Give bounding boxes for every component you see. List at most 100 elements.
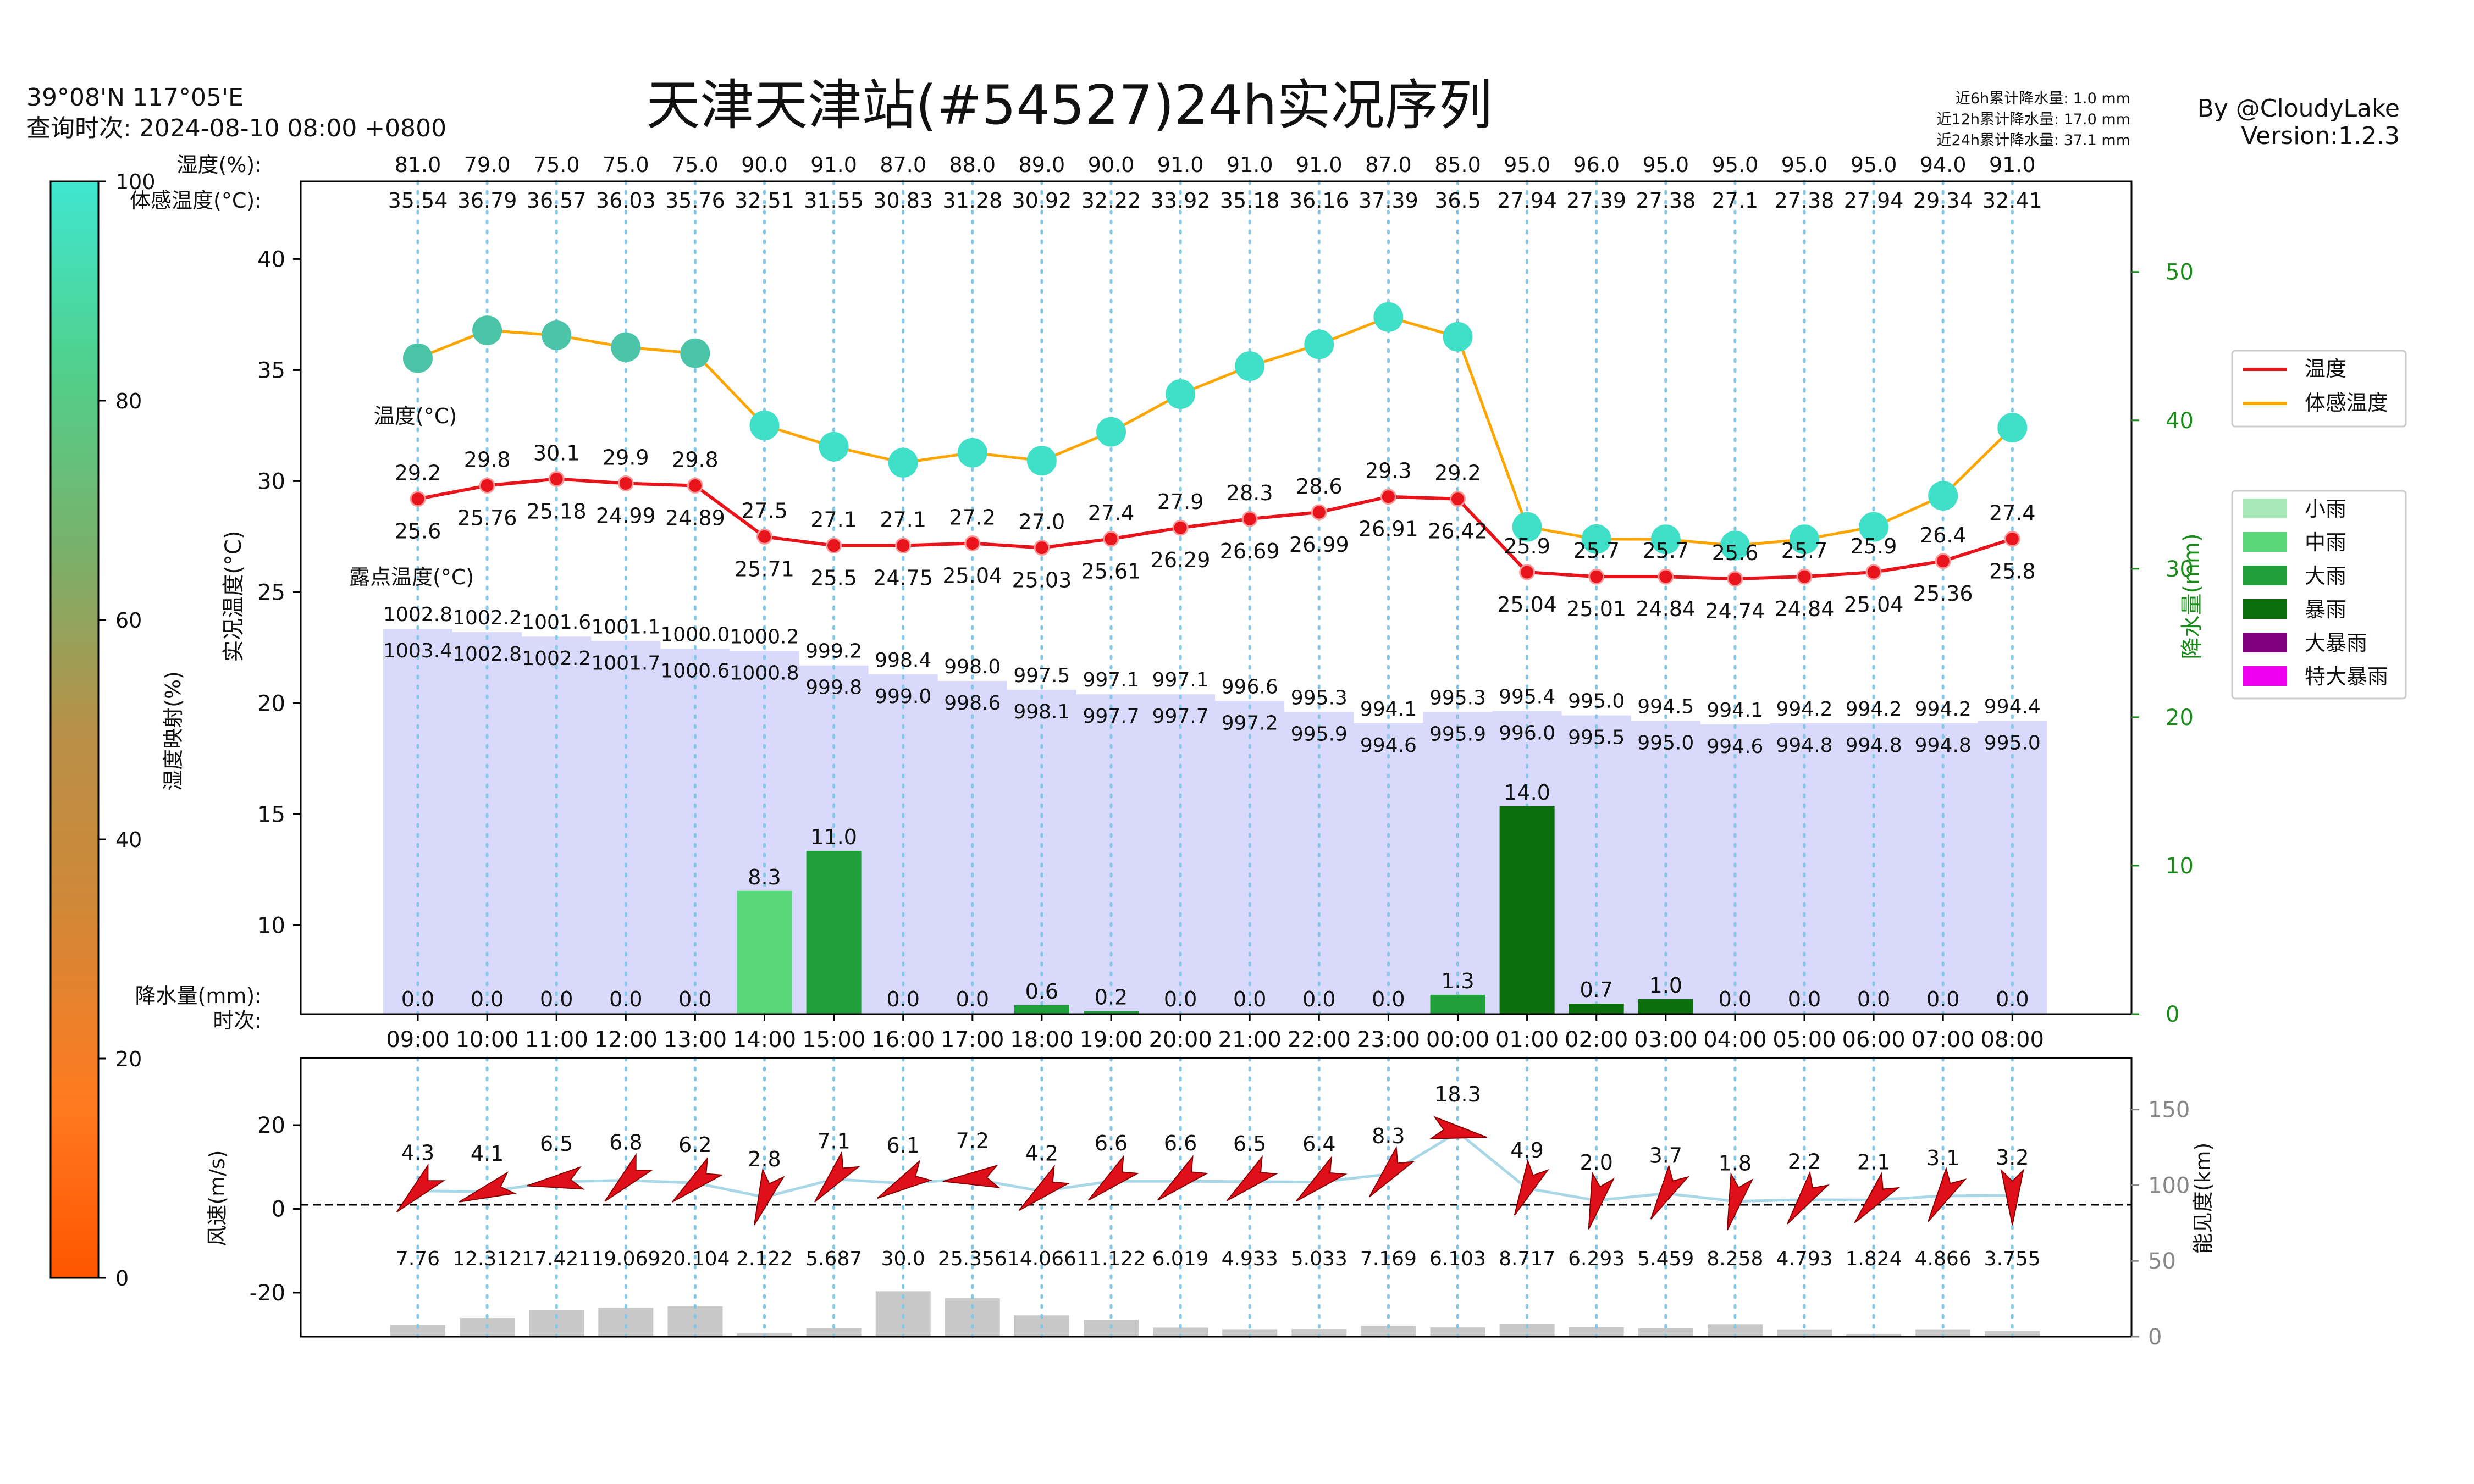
temperature-marker (1241, 511, 1258, 527)
visibility-value: 20.104 (660, 1248, 730, 1270)
temperature-marker (895, 538, 912, 554)
wind-speed-value: 6.6 (1164, 1131, 1197, 1155)
temperature-marker (1727, 571, 1743, 587)
pressure-lower-value: 1000.6 (660, 660, 730, 682)
rain-value-label: 0.0 (540, 987, 573, 1011)
rain-value-label: 0.0 (401, 987, 434, 1011)
pressure-upper-value: 998.4 (875, 649, 931, 672)
humidity-value: 91.0 (1227, 153, 1273, 177)
visibility-value: 8.717 (1499, 1248, 1555, 1270)
temperature-value: 29.8 (464, 447, 511, 472)
wind-speed-value: 7.1 (817, 1129, 850, 1153)
dew-point-value: 25.76 (457, 506, 517, 530)
rain-value-label: 0.0 (678, 987, 711, 1011)
wind-arrow (942, 1164, 1001, 1188)
time-tick-label: 15:00 (802, 1027, 865, 1053)
rain-legend-swatch (2243, 599, 2287, 619)
pressure-lower-value: 995.0 (1984, 732, 2041, 755)
temperature-value: 25.7 (1573, 539, 1620, 563)
wind-arrow (527, 1166, 585, 1190)
temperature-value: 27.0 (1019, 510, 1065, 534)
visibility-value: 2.122 (736, 1248, 793, 1270)
feels-like-marker (472, 315, 502, 346)
time-gridlines (416, 180, 2014, 1016)
temperature-marker (410, 491, 426, 507)
visibility-bar (1361, 1326, 1416, 1337)
rain-bar (1499, 806, 1555, 1014)
pressure-lower-value: 1002.2 (522, 647, 591, 670)
pressure-upper-value: 995.0 (1568, 690, 1625, 713)
rain-legend-label: 小雨 (2305, 497, 2346, 521)
visibility-value: 6.019 (1152, 1248, 1209, 1270)
wind-arrow (1018, 1165, 1070, 1211)
wind-arrow (1787, 1171, 1830, 1225)
rain-axis-tick-label: 20 (2166, 705, 2194, 730)
wind-arrow (1296, 1155, 1348, 1202)
time-tick-label: 00:00 (1426, 1027, 1489, 1053)
feels-like-marker (819, 431, 849, 462)
rain-legend-swatch (2243, 566, 2287, 585)
feels-like-value: 27.38 (1636, 189, 1696, 213)
time-tick-label: 10:00 (455, 1027, 518, 1053)
rain-bar (1638, 999, 1693, 1014)
dew-point-value: 26.69 (1220, 539, 1280, 563)
dew-point-value: 24.89 (665, 506, 725, 530)
visibility-bar (1638, 1328, 1693, 1337)
pressure-lower-value: 997.2 (1222, 712, 1278, 734)
feels-like-marker (1166, 379, 1196, 409)
humidity-value: 75.0 (672, 153, 719, 177)
visibility-axis-tick-label: 0 (2148, 1325, 2162, 1350)
humidity-colorbar (49, 180, 100, 1279)
feels-like-value: 27.94 (1497, 189, 1557, 213)
temp-axis-tick-label: 10 (257, 913, 285, 938)
visibility-value: 5.687 (805, 1248, 862, 1270)
wind-arrow (877, 1159, 932, 1199)
rain-axis-tick-label: 30 (2166, 557, 2194, 582)
rain-12h: 近12h累计降水量: 17.0 mm (1937, 111, 2130, 128)
rain-axis-tick-label: 50 (2166, 260, 2194, 285)
pressure-upper-value: 994.2 (1915, 698, 1972, 721)
wind-speed-value: 6.5 (540, 1132, 573, 1156)
feels-like-marker (1304, 329, 1334, 359)
time-tick-label: 23:00 (1357, 1027, 1420, 1053)
humidity-value: 95.0 (1712, 153, 1759, 177)
pressure-upper-value: 1002.8 (383, 603, 452, 626)
rain-bar (806, 850, 862, 1014)
dew-point-value: 25.04 (1844, 593, 1904, 617)
feels-like-value: 36.5 (1434, 189, 1481, 213)
pressure-lower-value: 999.0 (875, 685, 931, 708)
colorbar-tick-label: 0 (115, 1266, 129, 1291)
time-tick-label: 20:00 (1148, 1027, 1212, 1053)
temperature-value: 29.2 (395, 461, 441, 485)
temperature-value: 29.2 (1434, 461, 1481, 485)
wind-speed-value: 3.1 (1926, 1146, 1959, 1170)
wind-speed-value: 2.2 (1788, 1150, 1821, 1174)
wind-speed-value: 4.2 (1025, 1141, 1058, 1165)
feels-like-value: 32.41 (1982, 189, 2042, 213)
colorbar-label: 湿度映射(%) (161, 671, 185, 791)
visibility-value: 12.312 (452, 1248, 522, 1270)
feels-like-value: 27.94 (1844, 189, 1904, 213)
visibility-value: 7.169 (1360, 1248, 1417, 1270)
pressure-upper-value: 1002.2 (452, 607, 522, 629)
dew-row-label: 露点温度(°C) (349, 565, 474, 589)
temperature-marker (617, 475, 634, 491)
legend-feels: 体感温度 (2305, 391, 2388, 415)
humidity-value: 96.0 (1573, 153, 1620, 177)
temperature-marker (1172, 519, 1189, 536)
pressure-lower-value: 994.8 (1846, 734, 1902, 757)
feels-like-value: 30.83 (873, 189, 933, 213)
wind-arrow (459, 1171, 517, 1203)
pressure-lower-value: 998.6 (944, 692, 1001, 715)
temp-row-label: 温度(°C) (374, 404, 457, 428)
time-tick-label: 01:00 (1495, 1027, 1559, 1053)
wind-speed-line (417, 1130, 2013, 1203)
pressure-lower-value: 994.8 (1915, 734, 1972, 757)
visibility-value: 4.866 (1915, 1248, 1972, 1270)
rain-value-label: 0.7 (1580, 978, 1612, 1002)
visibility-value: 5.033 (1291, 1248, 1348, 1270)
pressure-lower-value: 995.5 (1568, 727, 1625, 749)
temperature-value: 29.8 (672, 447, 719, 472)
pressure-lower-value: 998.1 (1013, 701, 1070, 723)
rain-legend-label: 特大暴雨 (2305, 665, 2388, 689)
